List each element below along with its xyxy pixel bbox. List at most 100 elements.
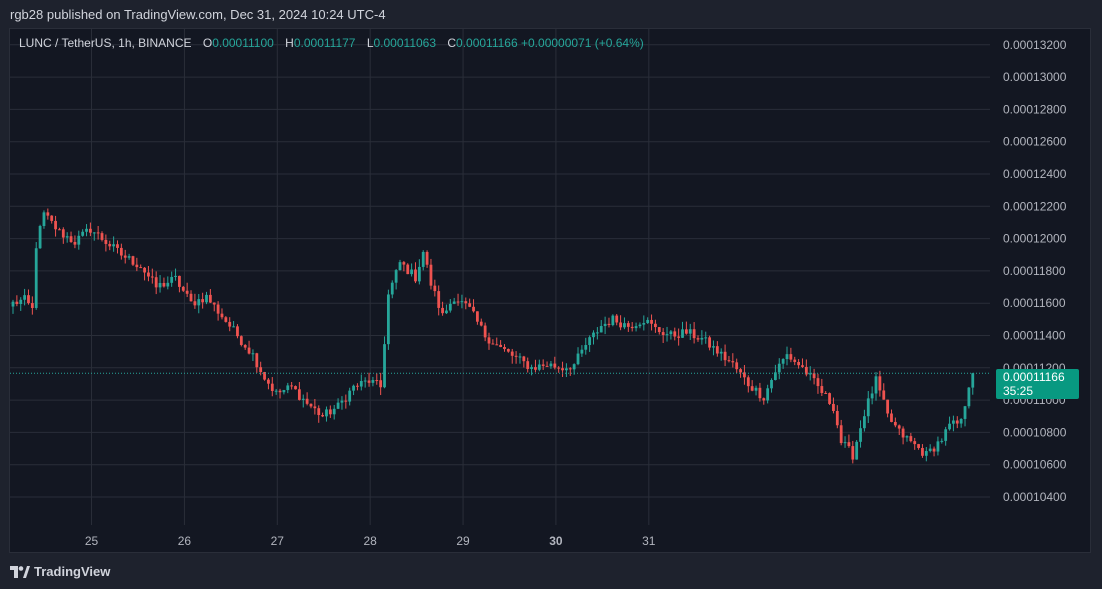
candle <box>189 290 193 302</box>
candle <box>952 415 955 432</box>
candle-body <box>270 383 274 391</box>
x-tick-label: 28 <box>363 534 377 548</box>
candle <box>309 403 313 409</box>
candle-body <box>704 337 708 339</box>
candle-body <box>638 324 642 327</box>
candle-body <box>255 353 259 368</box>
candle <box>212 302 216 312</box>
candle <box>267 378 270 390</box>
candle-body <box>448 303 452 311</box>
candle-body <box>50 215 54 221</box>
candle <box>948 416 951 431</box>
candle <box>553 356 557 370</box>
candle-body <box>913 441 917 445</box>
candle-body <box>123 255 127 258</box>
candle <box>743 365 746 385</box>
candle-body <box>514 355 518 357</box>
candle-body <box>65 236 69 238</box>
candle <box>758 382 762 402</box>
candle-body <box>510 351 514 356</box>
candle-body <box>116 244 119 248</box>
candle-body <box>506 349 510 352</box>
candle <box>897 424 901 436</box>
candle <box>545 361 549 367</box>
legend-high-value: 0.00011177 <box>293 36 356 50</box>
candle-body <box>379 380 383 388</box>
candle-body <box>425 251 429 265</box>
candle-body <box>735 362 739 370</box>
chart-frame[interactable] <box>9 28 1091 553</box>
candle-body <box>781 359 785 364</box>
candle <box>131 255 135 267</box>
candle <box>576 347 580 366</box>
candle-body <box>236 326 239 337</box>
candle-body <box>777 363 781 373</box>
candle-body <box>549 363 553 367</box>
candle-body <box>150 276 154 278</box>
candle-body <box>626 323 630 327</box>
candle-body <box>313 406 317 409</box>
chart-legend: LUNC / TetherUS, 1h, BINANCE O0.00011100… <box>19 36 644 50</box>
candle-body <box>835 410 839 426</box>
candle <box>429 258 433 290</box>
candle <box>735 358 739 374</box>
candle <box>944 426 948 446</box>
candle <box>940 438 944 444</box>
candle-body <box>487 337 491 344</box>
candle <box>332 404 336 420</box>
candle-body <box>476 311 479 322</box>
candle-body <box>495 344 499 346</box>
candle <box>626 320 630 332</box>
candle-body <box>352 385 355 391</box>
candle <box>654 319 657 333</box>
candle-body <box>634 326 638 329</box>
candle <box>464 297 468 310</box>
candle-body <box>576 353 580 365</box>
candle-body <box>530 367 533 369</box>
candle <box>158 275 162 293</box>
candle-body <box>181 286 185 291</box>
footer-brand[interactable]: TradingView <box>10 564 110 579</box>
candle <box>855 440 859 460</box>
candle-body <box>54 220 57 230</box>
candle-body <box>92 232 96 234</box>
candle-body <box>297 389 301 400</box>
candle <box>866 391 870 423</box>
candle-body <box>715 346 719 354</box>
candle-body <box>828 393 831 404</box>
candle-body <box>178 275 181 287</box>
candle-body <box>893 421 897 426</box>
candle <box>595 327 599 340</box>
candle <box>170 271 174 287</box>
candle-body <box>166 282 170 287</box>
candle-body <box>274 390 278 392</box>
candle <box>921 444 924 458</box>
candle-body <box>23 295 27 300</box>
legend-change-value: +0.00000071 (+0.64%) <box>521 36 644 50</box>
candle <box>402 260 406 272</box>
candle-body <box>812 373 816 379</box>
candle-body <box>406 264 410 275</box>
candle <box>445 304 448 314</box>
candle-body <box>526 361 530 369</box>
candle-body <box>131 256 135 265</box>
legend-symbol: LUNC / TetherUS, 1h, BINANCE <box>19 36 192 50</box>
y-tick-label: 0.00012400 <box>1003 167 1067 181</box>
published-info: rgb28 published on TradingView.com, Dec … <box>10 7 386 22</box>
candle-body <box>483 325 487 338</box>
candle <box>561 361 564 377</box>
candle <box>398 259 402 271</box>
candle-body <box>410 269 414 275</box>
candle-body <box>719 351 723 354</box>
candle <box>874 372 878 401</box>
candle <box>793 356 797 366</box>
candle <box>166 276 170 290</box>
candle <box>932 446 936 457</box>
candle <box>19 297 23 311</box>
y-tick-label: 0.00012200 <box>1003 199 1067 213</box>
candle <box>294 385 297 390</box>
candle-body <box>127 256 131 258</box>
candle-body <box>30 303 34 308</box>
y-tick-label: 0.00012600 <box>1003 135 1067 149</box>
